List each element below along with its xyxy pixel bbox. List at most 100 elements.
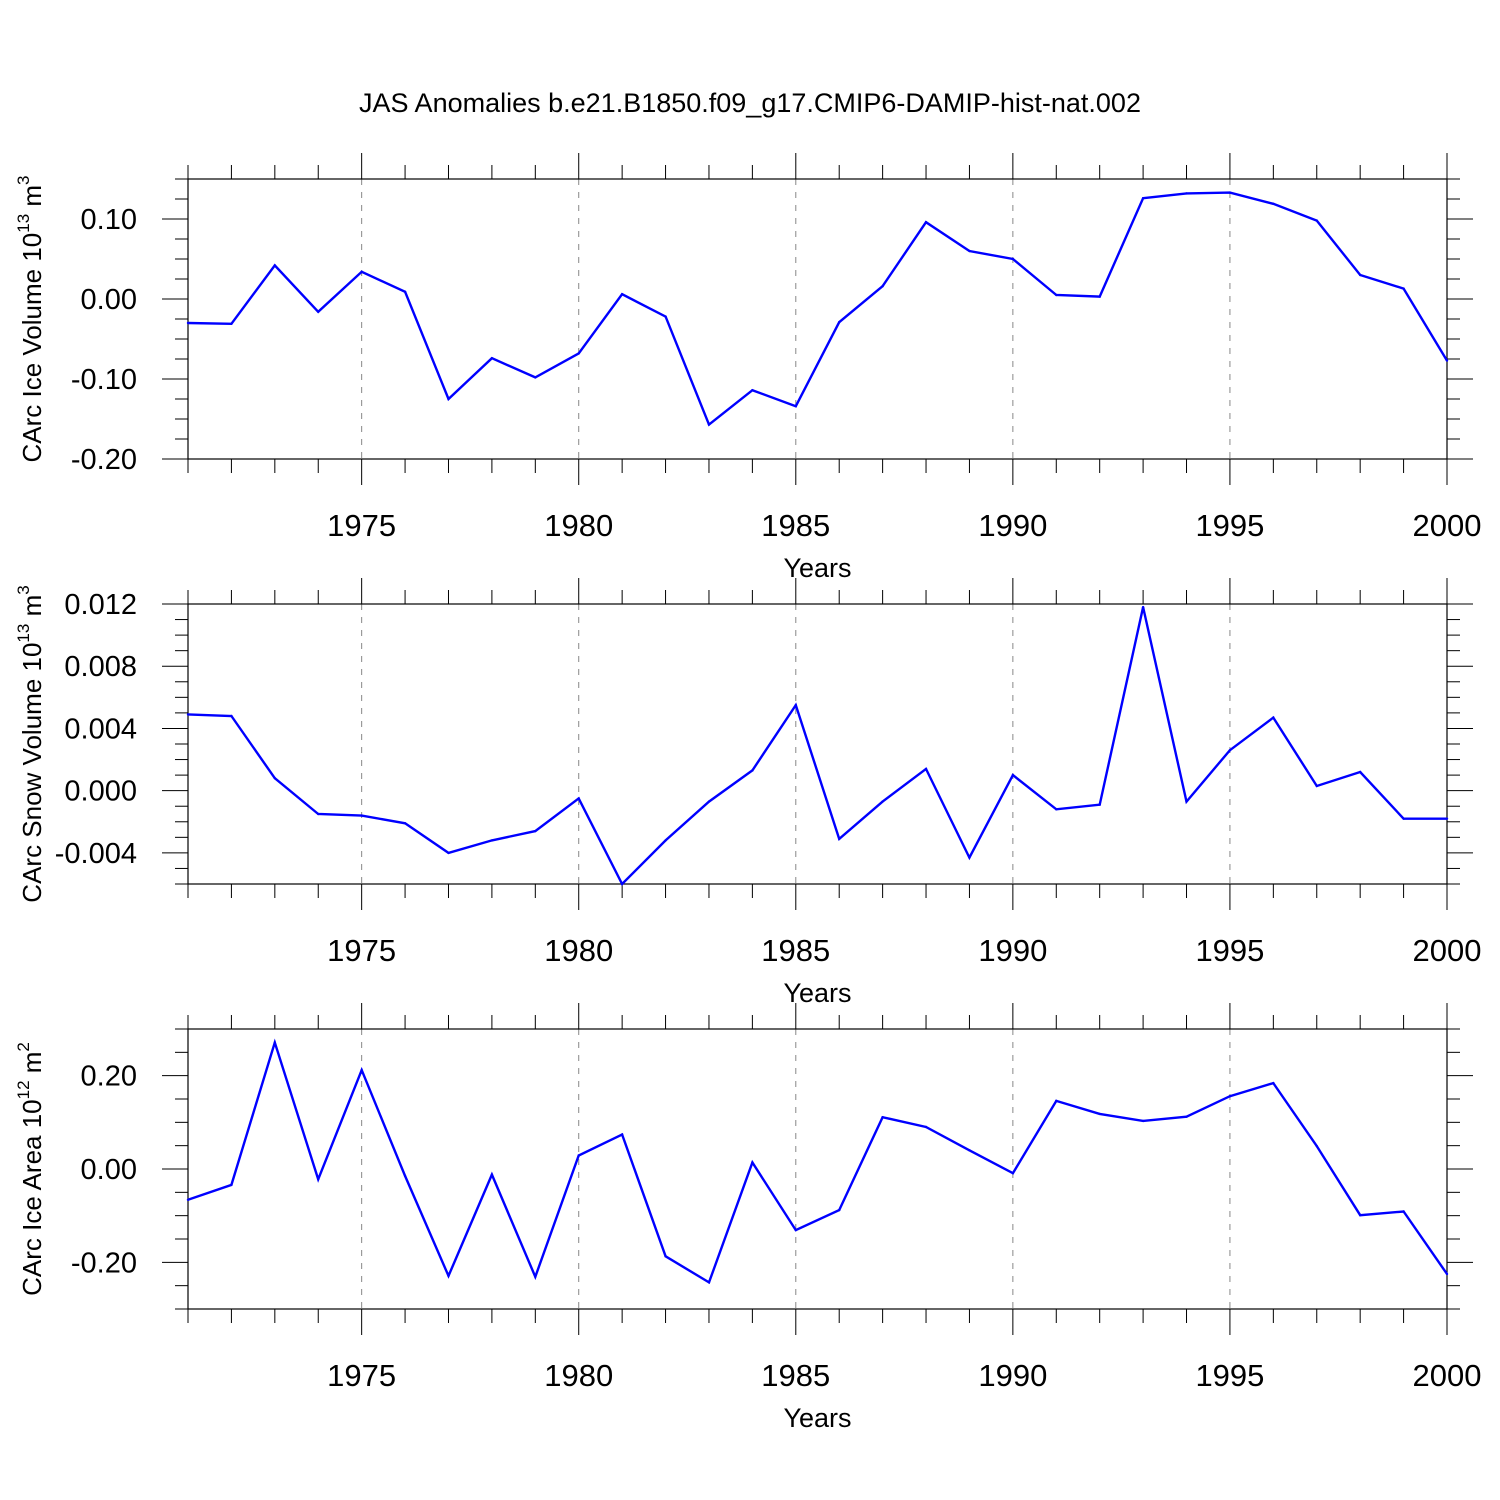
data-point-ice-area [534, 1275, 537, 1279]
data-point-snow-volume [794, 703, 797, 707]
data-point-ice-volume [403, 290, 407, 293]
data-point-snow-volume [1272, 716, 1275, 719]
y-tick-label: 0.00 [81, 284, 137, 316]
y-tick-label: 0.20 [81, 1061, 137, 1093]
x-tick-label: 1995 [1195, 508, 1264, 543]
series-line-ice-area [187, 1038, 1448, 1285]
data-point-ice-area [664, 1255, 667, 1258]
data-point-ice-volume [881, 285, 884, 288]
x-tick-label: 1990 [978, 933, 1047, 968]
data-point-ice-volume [1228, 191, 1232, 194]
data-point-ice-area [838, 1208, 841, 1212]
data-point-ice-area [230, 1183, 233, 1187]
data-point-ice-volume [664, 315, 667, 318]
data-point-snow-volume [317, 812, 320, 816]
data-point-ice-area [317, 1178, 320, 1181]
data-point-snow-volume [751, 769, 754, 772]
y-tick-label: 0.000 [64, 776, 137, 808]
x-tick-label: 1995 [1195, 933, 1264, 968]
data-point-ice-area [924, 1125, 928, 1129]
data-point-ice-volume [1055, 293, 1058, 297]
data-point-ice-volume [838, 321, 841, 324]
data-point-ice-area [707, 1281, 711, 1284]
data-point-ice-volume [534, 376, 537, 379]
y-tick-label: 0.00 [81, 1154, 137, 1186]
data-point-ice-volume [1141, 197, 1145, 200]
chart-title: JAS Anomalies b.e21.B1850.f09_g17.CMIP6-… [359, 88, 1141, 118]
y-tick-label: -0.10 [71, 364, 137, 396]
x-tick-label: 1985 [761, 508, 830, 543]
data-point-snow-volume [447, 851, 450, 855]
panel-snow-volume: -0.004 0.000 0.004 0.008 0.012 1975 1980 1985 19… [14, 578, 1481, 1008]
data-point-ice-area [1272, 1081, 1275, 1085]
data-point-snow-volume [838, 837, 841, 841]
data-point-ice-volume [317, 310, 320, 313]
data-point-ice-volume [230, 322, 233, 325]
x-tick-label: 1985 [761, 1358, 830, 1393]
data-point-ice-area [1445, 1272, 1449, 1276]
data-point-ice-volume [620, 293, 624, 296]
y-axis-label: CArc Ice Volume 1013 m3 [14, 175, 47, 462]
data-point-ice-volume [924, 221, 928, 224]
x-tick-label: 1980 [544, 508, 613, 543]
x-tick-label: 2000 [1413, 1358, 1482, 1393]
data-point-snow-volume [1228, 749, 1232, 752]
plot-frame [187, 603, 1448, 885]
x-tick-label: 1975 [327, 933, 396, 968]
data-point-ice-area [360, 1068, 363, 1072]
series-line-ice-volume [187, 191, 1449, 427]
data-point-snow-volume [924, 767, 928, 771]
data-point-snow-volume [664, 839, 667, 842]
x-tick-label: 1980 [544, 1358, 613, 1393]
data-point-snow-volume [577, 797, 580, 800]
data-point-ice-volume [751, 389, 754, 392]
data-point-ice-area [403, 1174, 407, 1178]
data-point-ice-volume [968, 249, 971, 253]
data-point-snow-volume [1315, 784, 1318, 788]
data-point-snow-volume [534, 829, 537, 833]
data-point-ice-area [186, 1198, 190, 1202]
data-point-snow-volume [403, 822, 407, 825]
data-point-snow-volume [360, 814, 363, 817]
data-point-ice-area [794, 1228, 797, 1232]
panel-ice-volume: -0.20 -0.10 0.00 0.10 1975 1980 1985 1990 1995 20… [14, 153, 1481, 583]
data-point-ice-area [751, 1161, 754, 1164]
data-point-ice-area [1011, 1172, 1015, 1175]
data-point-snow-volume [273, 777, 277, 780]
y-tick-label: -0.004 [55, 838, 137, 870]
data-point-ice-area [1098, 1112, 1101, 1116]
x-tick-label: 1975 [327, 1358, 396, 1393]
data-point-snow-volume [1358, 770, 1362, 774]
data-point-ice-area [1141, 1119, 1145, 1123]
data-point-ice-area [620, 1133, 624, 1136]
y-tick-label: -0.20 [71, 1247, 137, 1279]
x-axis-label: Years [783, 553, 851, 583]
data-point-snow-volume [1402, 817, 1405, 820]
x-axis-label: Years [783, 978, 851, 1008]
panel-ice-area: -0.20 0.00 0.20 1975 1980 1985 1990 1995 2000 Yea… [14, 1003, 1481, 1433]
data-point-snow-volume [1185, 800, 1188, 803]
data-point-ice-volume [1358, 273, 1362, 277]
data-point-ice-volume [186, 321, 190, 325]
data-point-snow-volume [490, 839, 494, 842]
data-point-ice-area [273, 1041, 277, 1044]
x-tick-label: 1985 [761, 933, 830, 968]
x-tick-label: 1975 [327, 508, 396, 543]
data-point-ice-volume [577, 352, 580, 355]
data-point-ice-volume [1445, 359, 1449, 362]
x-tick-label: 1980 [544, 933, 613, 968]
x-tick-label: 2000 [1413, 933, 1482, 968]
data-point-ice-area [447, 1274, 450, 1278]
plot-frame [187, 1028, 1448, 1310]
data-point-snow-volume [1141, 605, 1145, 609]
data-point-ice-volume [490, 357, 494, 360]
y-tick-label: 0.008 [64, 651, 137, 683]
y-tick-label: 0.012 [64, 589, 137, 621]
data-point-ice-area [1185, 1115, 1188, 1118]
data-point-snow-volume [1098, 803, 1101, 806]
data-point-ice-area [1402, 1210, 1405, 1213]
data-point-ice-area [577, 1154, 580, 1157]
data-point-snow-volume [1055, 808, 1058, 811]
data-point-ice-volume [1272, 202, 1275, 205]
